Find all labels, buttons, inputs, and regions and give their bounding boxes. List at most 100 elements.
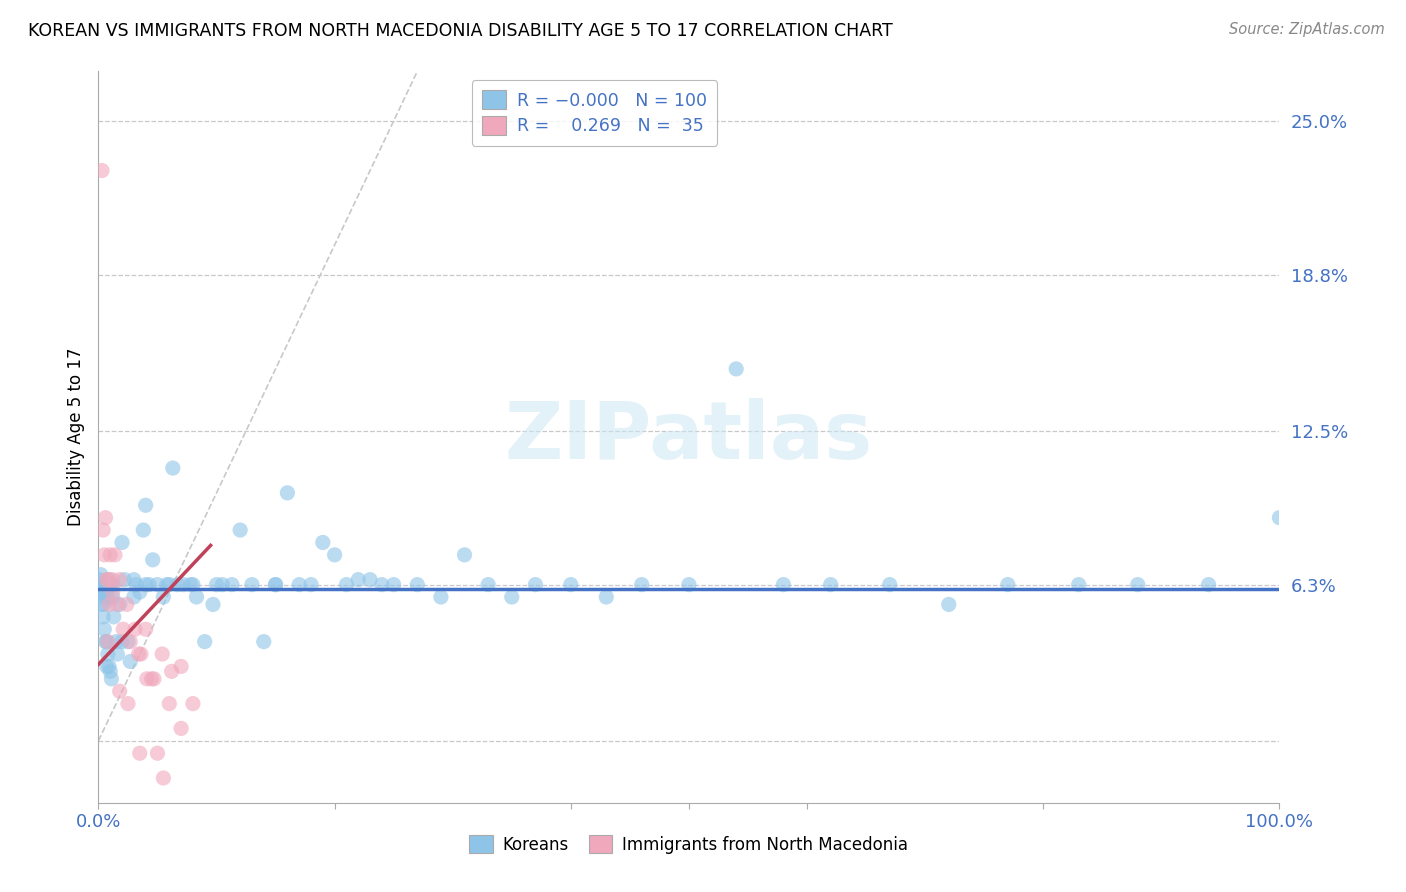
Point [371,577,394,591]
Point [1198,577,1220,591]
Point [128,746,150,760]
Point [96,573,118,587]
Point [100,672,122,686]
Point [91,577,114,591]
Point [101,585,124,599]
Point [111,634,134,648]
Point [138,577,160,591]
Point [124,622,146,636]
Point [108,598,131,612]
Point [120,655,142,669]
Point [135,622,157,636]
Point [135,498,157,512]
Point [221,577,243,591]
Point [104,548,127,562]
Point [170,659,193,673]
Point [135,672,157,686]
Point [105,634,128,648]
Point [142,553,165,567]
Point [132,523,155,537]
Point [103,610,125,624]
Point [142,672,165,686]
Point [205,577,228,591]
Point [1067,577,1090,591]
Point [299,577,322,591]
Point [117,634,139,648]
Point [96,577,118,591]
Point [90,567,112,582]
Point [264,577,287,591]
Point [172,577,194,591]
Point [108,573,131,587]
Point [97,573,120,587]
Point [112,573,135,587]
Point [90,585,112,599]
Point [181,697,204,711]
Point [135,577,157,591]
Point [98,577,121,591]
Point [101,573,124,587]
Point [150,647,173,661]
Point [94,585,117,599]
Point [98,598,121,612]
Point [91,163,114,178]
Point [772,577,794,591]
Point [157,577,180,591]
Point [93,548,115,562]
Text: KOREAN VS IMMIGRANTS FROM NORTH MACEDONIA DISABILITY AGE 5 TO 17 CORRELATION CHA: KOREAN VS IMMIGRANTS FROM NORTH MACEDONI… [28,22,893,40]
Point [122,590,145,604]
Point [156,577,179,591]
Point [152,590,174,604]
Point [201,598,224,612]
Point [91,610,114,624]
Point [477,577,499,591]
Point [94,634,117,648]
Point [101,590,124,604]
Point [194,634,217,648]
Point [96,634,118,648]
Point [98,548,121,562]
Point [162,461,184,475]
Point [276,486,298,500]
Point [229,523,252,537]
Point [91,577,114,591]
Point [125,577,148,591]
Point [630,577,652,591]
Point [141,672,163,686]
Point [120,634,142,648]
Point [128,647,150,661]
Point [240,577,263,591]
Point [181,577,204,591]
Point [91,577,114,591]
Point [323,548,346,562]
Point [879,577,901,591]
Point [820,577,842,591]
Point [122,573,145,587]
Text: ZIPatlas: ZIPatlas [505,398,873,476]
Point [382,577,405,591]
Point [91,598,114,612]
Point [560,577,582,591]
Point [105,598,128,612]
Point [117,697,139,711]
Point [108,684,131,698]
Point [347,573,370,587]
Point [101,577,124,591]
Point [93,577,115,591]
Point [166,577,188,591]
Point [152,771,174,785]
Point [98,665,121,679]
Point [253,634,276,648]
Point [87,577,110,591]
Point [112,622,135,636]
Point [98,573,121,587]
Point [111,535,134,549]
Point [312,535,335,549]
Point [115,598,138,612]
Point [406,577,429,591]
Point [91,577,114,591]
Point [170,722,193,736]
Point [89,577,111,591]
Point [93,598,115,612]
Point [938,598,960,612]
